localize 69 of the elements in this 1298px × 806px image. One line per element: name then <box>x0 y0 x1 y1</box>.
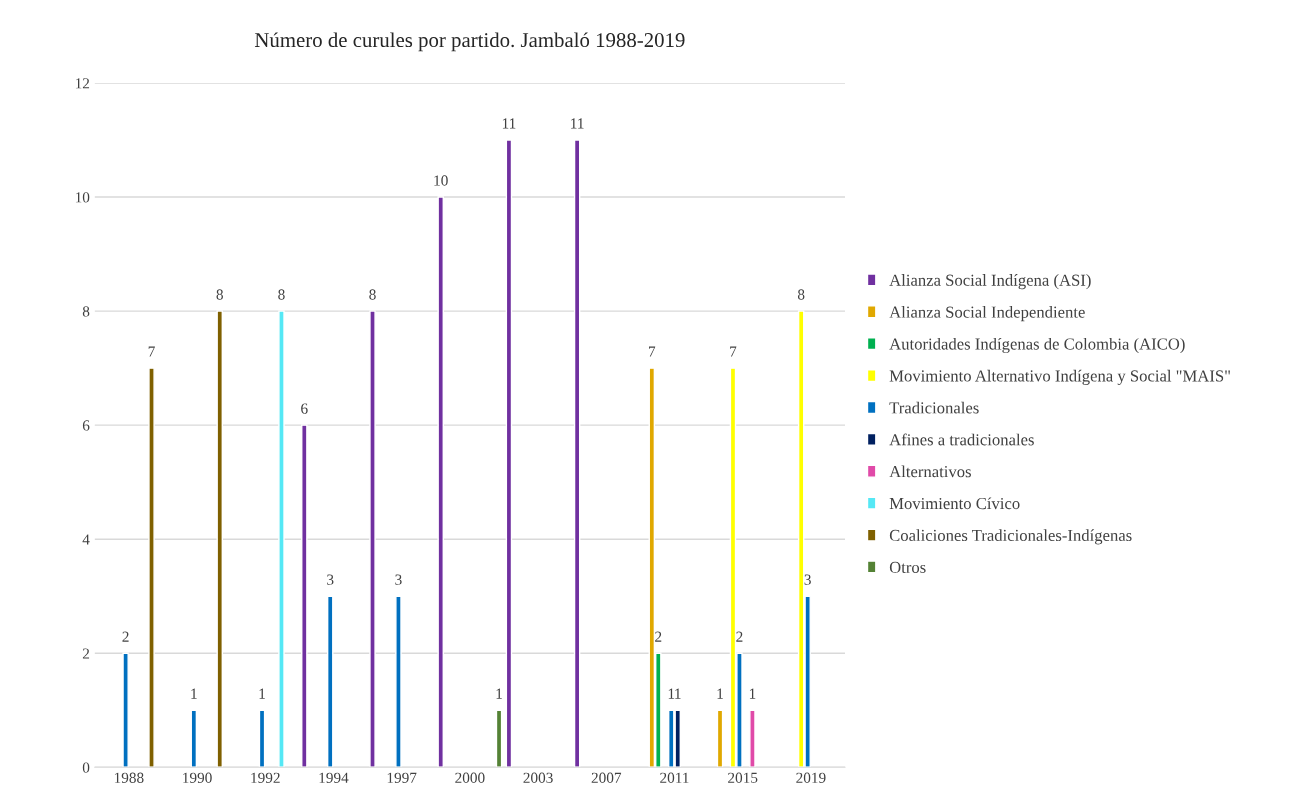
legend-label: Alianza Social Indígena (ASI) <box>889 274 1091 290</box>
x-tick-label: 1988 <box>114 772 144 783</box>
data-label: 1 <box>717 688 723 699</box>
x-tick-label: 1992 <box>251 772 280 783</box>
data-label: 7 <box>730 346 737 357</box>
data-label: 8 <box>278 289 285 300</box>
bar <box>495 709 503 768</box>
legend-label: Movimiento Cívico <box>889 497 1020 510</box>
bar <box>258 709 266 768</box>
data-label: 1 <box>191 688 197 699</box>
data-label: 10 <box>434 175 448 186</box>
data-label: 8 <box>369 289 376 300</box>
bar <box>395 595 402 768</box>
y-tick-label: 8 <box>82 306 90 317</box>
y-tick-label: 4 <box>82 534 90 545</box>
bar <box>749 709 756 768</box>
data-label: 6 <box>301 403 308 414</box>
bar <box>573 139 581 768</box>
data-label: 1 <box>259 688 265 699</box>
legend-label: Autoridades Indígenas de Colombia (AICO) <box>889 337 1185 354</box>
x-tick-label: 1994 <box>319 772 349 783</box>
data-label: 8 <box>797 289 805 300</box>
x-tick-label: 2019 <box>796 772 826 783</box>
y-tick-label: 0 <box>82 762 90 773</box>
bar <box>716 709 724 768</box>
data-label: 7 <box>649 346 656 357</box>
bar <box>190 709 198 768</box>
bar <box>437 196 444 768</box>
y-tick-label: 6 <box>82 420 90 431</box>
bar <box>216 310 223 768</box>
x-tick-label: 2015 <box>728 772 758 783</box>
data-label: 1 <box>675 688 681 699</box>
legend-label: Alternativos <box>889 465 971 478</box>
y-tick-label: 2 <box>82 648 90 659</box>
legend-label: Coaliciones Tradicionales-Indígenas <box>889 529 1132 545</box>
bar <box>122 652 129 768</box>
x-tick-label: 2003 <box>523 772 553 783</box>
legend-label: Otros <box>889 561 926 573</box>
data-label: 3 <box>395 574 402 585</box>
data-label: 3 <box>327 574 334 585</box>
bar <box>278 310 285 768</box>
y-tick-label: 12 <box>75 78 90 89</box>
data-label: 2 <box>736 631 743 642</box>
x-tick-label: 2000 <box>455 772 485 783</box>
x-tick-label: 2007 <box>591 772 622 783</box>
data-label: 2 <box>122 631 129 642</box>
bar <box>505 139 513 768</box>
x-tick-label: 2011 <box>660 772 689 783</box>
bar <box>326 595 334 768</box>
x-tick-label: 1997 <box>387 772 417 783</box>
x-tick-label: 1990 <box>183 772 212 783</box>
data-label: 11 <box>571 118 584 129</box>
data-label: 1 <box>668 688 675 699</box>
chart-title: Número de curules por partido. Jambaló 1988-2019 <box>254 32 685 52</box>
bar <box>148 367 155 768</box>
bar <box>301 424 308 768</box>
data-label: 3 <box>804 574 811 585</box>
y-tick-label: 10 <box>75 192 90 203</box>
data-label: 11 <box>502 118 516 129</box>
legend-label: Afines a tradicionales <box>889 433 1034 446</box>
legend-label: Tradicionales <box>889 401 979 414</box>
bar <box>369 310 376 768</box>
data-label: 2 <box>655 631 662 642</box>
data-label: 8 <box>216 289 223 300</box>
data-label: 7 <box>148 346 155 357</box>
data-label: 1 <box>749 688 756 699</box>
legend-label: Alianza Social Independiente <box>889 306 1085 322</box>
data-label: 1 <box>496 688 502 699</box>
legend-label: Movimiento Alternativo Indígena y Social "MAIS" <box>889 369 1230 385</box>
